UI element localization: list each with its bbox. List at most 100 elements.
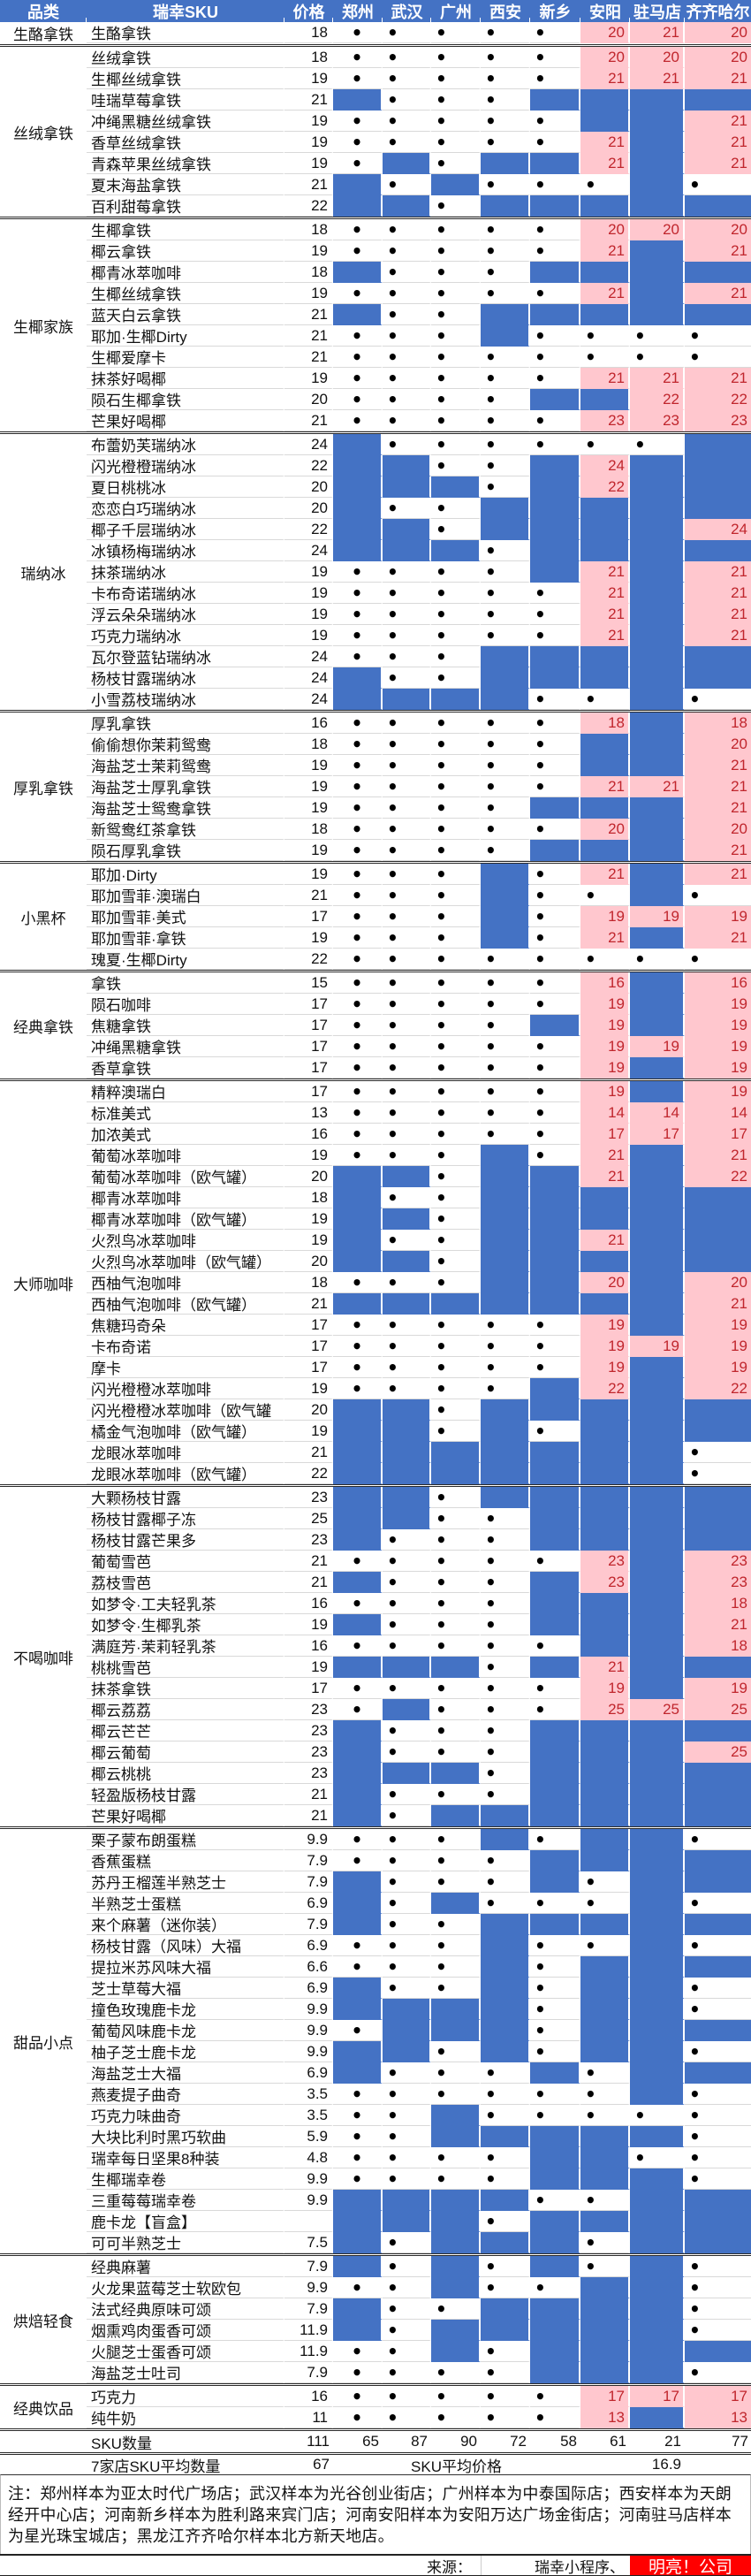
unavailable-cell [481,325,530,347]
available-dot-icon: • [351,927,363,949]
available-dot-icon: • [689,1935,701,1956]
available-cell: • [685,689,751,710]
unavailable-cell [481,153,530,174]
sku-row: 椰云拿铁 19 • • • • • 21 21 [87,240,751,262]
available-cell: • [431,1572,481,1593]
unavailable-cell [481,1442,530,1463]
price-diff-value: 21 [608,133,625,150]
sku-row: 瓦尔登蓝钻瑞纳冰 24 • • • [87,646,751,667]
unavailable-cell [580,1442,630,1463]
available-cell: • [481,1336,530,1357]
available-cell: • [333,219,383,240]
unavailable-cell [630,2320,685,2341]
sku-price: 19 [284,561,333,583]
available-dot-icon: • [387,219,398,240]
price-diff-cell: 21 [685,561,751,583]
sku-name: 布蕾奶芙瑞纳冰 [87,434,284,455]
available-cell: • [383,1850,431,1871]
sku-row: 海盐芝士茉莉鸳鸯 19 • • • • • 21 [87,755,751,776]
sku-row: 耶加雪菲·拿铁 19 • • • • 21 21 [87,927,751,949]
available-dot-icon: • [351,111,363,132]
unavailable-cell [580,1914,630,1935]
sku-price: 19 [284,1614,333,1635]
sku-price: 24 [284,646,333,667]
unavailable-cell [333,455,383,476]
price-diff-value: 20 [731,23,747,41]
sku-price: 21 [284,1805,333,1826]
unavailable-cell [431,2277,481,2298]
category-label: 不喝咖啡 [13,1650,73,1667]
price-diff-value: 21 [731,605,747,622]
unavailable-cell [580,1208,630,1230]
available-cell: • [383,2256,431,2277]
unavailable-cell [481,2298,530,2320]
available-dot-icon: • [535,347,546,368]
available-cell: • [431,625,481,646]
available-dot-icon: • [436,68,447,89]
available-cell: • [481,755,530,776]
available-dot-icon: • [387,389,398,410]
available-dot-icon: • [436,776,447,797]
sku-price: 21 [284,347,333,368]
available-cell: • [383,1956,431,1978]
sku-row: 提拉米苏风味大福 6.6 • • • • [87,1956,751,1978]
unavailable-cell [333,1421,383,1442]
available-cell: • [580,1893,630,1914]
sku-count-row: SKU数量 111 65 87 90 72 58 61 21 77 [0,2428,751,2452]
sku-row: 芒果好喝椰 21 • [87,1805,751,1826]
price-diff-cell: 21 [580,153,630,174]
unavailable-cell [530,1914,580,1935]
available-cell: • [481,713,530,734]
available-dot-icon: • [436,1187,447,1208]
sku-price: 17 [284,1357,333,1378]
available-dot-icon: • [436,262,447,283]
price-diff-cell: 19 [580,1081,630,1102]
price-diff-value: 19 [731,1358,747,1376]
sku-row: 桃桃雪芭 19 • 21 [87,1657,751,1678]
unavailable-cell [685,262,751,283]
available-dot-icon: • [351,734,363,755]
available-cell: • [431,604,481,625]
category-label: 烘焙轻食 [13,2313,73,2330]
price-diff-cell: 23 [685,1551,751,1572]
price-diff-value: 21 [731,865,747,882]
available-cell: • [333,1145,383,1166]
available-cell: • [333,2105,383,2126]
unavailable-cell [530,1850,580,1871]
available-dot-icon: • [436,1720,447,1741]
avg-count-label: 7家店SKU平均数量 [91,2458,221,2475]
available-dot-icon: • [689,2362,701,2383]
price-diff-value: 21 [731,154,747,171]
unavailable-cell [530,646,580,667]
sku-row: 可可半熟芝士 7.5 • • [87,2232,751,2253]
unavailable-cell [431,1293,481,1315]
price-diff-value: 21 [608,1658,625,1675]
available-cell: • [481,434,530,455]
category-group: 生酪拿铁 生酪拿铁 18 • • • • • 20 21 20 [0,22,751,44]
price-diff-value: 23 [731,411,747,429]
available-dot-icon: • [351,1935,363,1956]
available-dot-icon: • [436,1678,447,1699]
sku-row: 椰青冰萃咖啡（欧气罐） 19 • [87,1208,751,1230]
available-cell: • [333,132,383,153]
unavailable-cell [685,1763,751,1784]
available-dot-icon: • [387,864,398,885]
available-dot-icon: • [387,1102,398,1124]
price-diff-value: 19 [608,1016,625,1033]
available-dot-icon: • [436,1871,447,1893]
available-cell: • [333,1336,383,1357]
available-cell: • [383,240,431,262]
available-cell: • [333,1635,383,1657]
source-label: 来源： [0,2556,482,2576]
available-dot-icon: • [535,1678,546,1699]
unavailable-cell [630,713,685,734]
available-dot-icon: • [436,994,447,1015]
unavailable-cell [333,1442,383,1463]
price-diff-value: 20 [608,1273,625,1291]
available-cell: • [481,2211,530,2232]
available-cell: • [630,2147,685,2168]
unavailable-cell [333,304,383,325]
unavailable-cell [630,646,685,667]
available-cell: • [431,561,481,583]
price-diff-cell: 21 [580,368,630,389]
